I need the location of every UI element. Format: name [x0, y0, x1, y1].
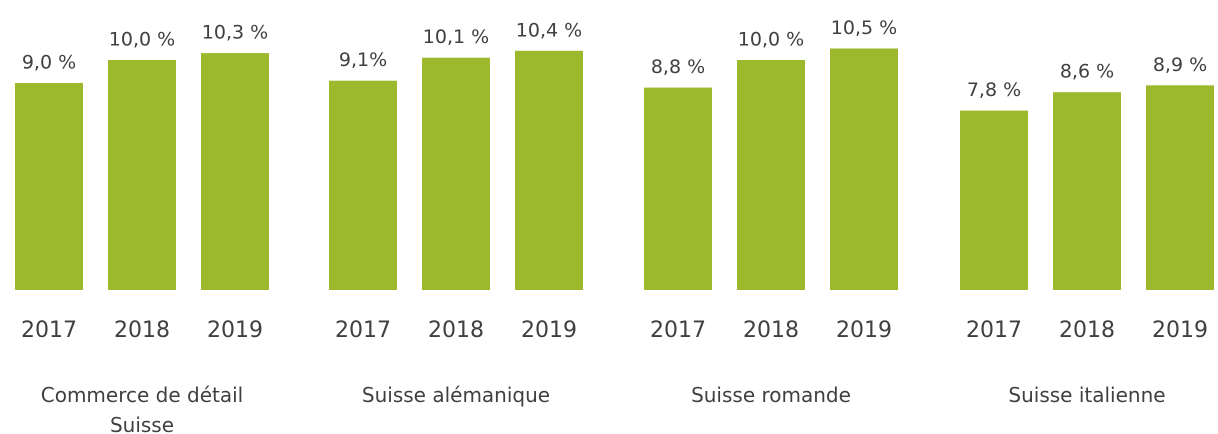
- value-label: 10,0 %: [738, 29, 804, 51]
- x-tick-label: 2019: [521, 318, 577, 343]
- bar: [737, 60, 805, 290]
- x-tick-label: 2017: [966, 318, 1022, 343]
- bar: [1146, 85, 1214, 290]
- bar: [515, 50, 583, 290]
- bar: [422, 57, 490, 291]
- x-tick-label: 2017: [21, 318, 77, 343]
- x-tick-label: 2019: [1152, 318, 1208, 343]
- x-tick-label: 2018: [114, 318, 170, 343]
- bar: [1053, 92, 1121, 290]
- x-tick-label: 2017: [650, 318, 706, 343]
- group-label: Suisse alémanique: [361, 383, 551, 407]
- group-label: Commerce de détail Suisse: [40, 383, 244, 434]
- value-label: 9,1%: [339, 49, 387, 71]
- x-tick-label: 2018: [743, 318, 799, 343]
- group-label: Suisse italienne: [1008, 383, 1166, 407]
- value-label: 10,0 %: [109, 29, 175, 51]
- value-label: 8,6 %: [1060, 61, 1114, 83]
- bar: [329, 80, 397, 290]
- value-label: 10,3 %: [202, 22, 268, 44]
- x-tick-label: 2019: [207, 318, 263, 343]
- value-label: 10,5 %: [831, 17, 897, 39]
- value-label: 10,1 %: [423, 26, 489, 48]
- group-label: Suisse romande: [691, 383, 851, 407]
- bar: [644, 87, 712, 290]
- bar: [830, 48, 898, 290]
- x-tick-label: 2019: [836, 318, 892, 343]
- bar: [15, 83, 83, 290]
- value-label: 10,4 %: [516, 19, 582, 41]
- x-tick-label: 2018: [428, 318, 484, 343]
- bar: [201, 53, 269, 290]
- bar: [960, 110, 1028, 290]
- value-label: 8,8 %: [651, 56, 705, 78]
- bar: [108, 60, 176, 290]
- x-tick-label: 2018: [1059, 318, 1115, 343]
- value-label: 9,0 %: [22, 52, 76, 74]
- value-label: 8,9 %: [1153, 54, 1207, 76]
- x-tick-label: 2017: [335, 318, 391, 343]
- value-label: 7,8 %: [967, 79, 1021, 101]
